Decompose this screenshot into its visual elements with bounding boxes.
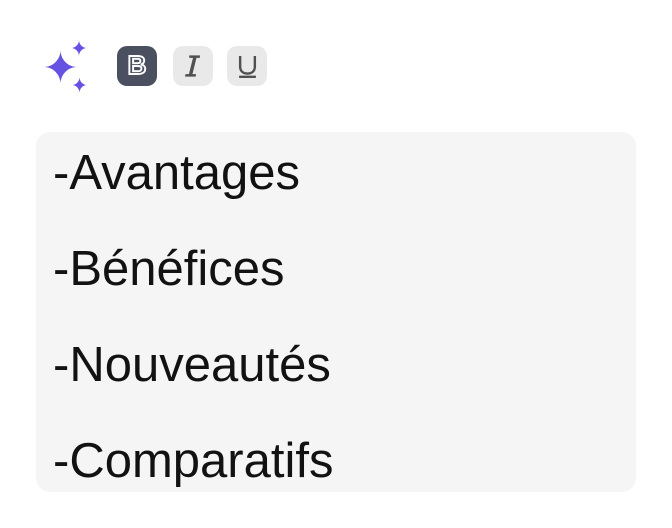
svg-text:B: B	[128, 52, 147, 80]
